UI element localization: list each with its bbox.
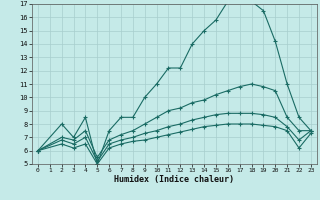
X-axis label: Humidex (Indice chaleur): Humidex (Indice chaleur)	[115, 175, 234, 184]
